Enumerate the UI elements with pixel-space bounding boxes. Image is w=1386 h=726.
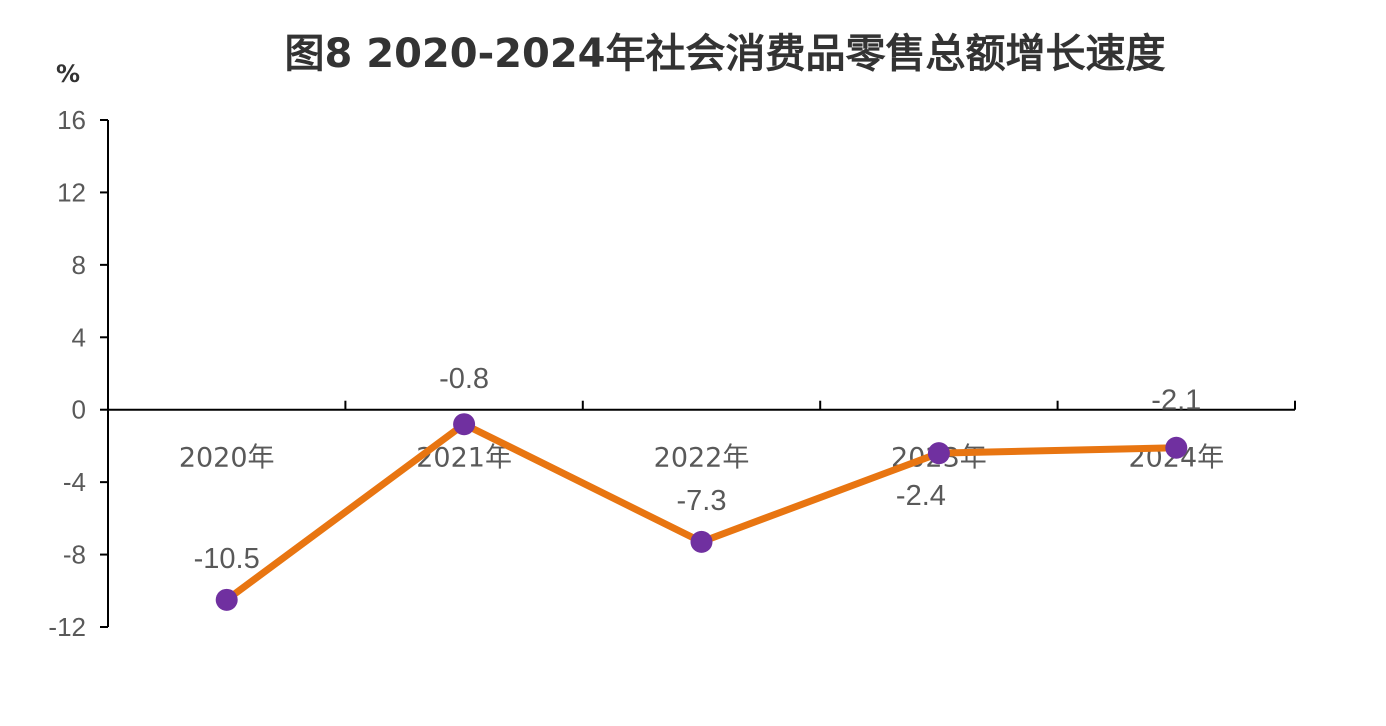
data-point-marker bbox=[453, 413, 476, 436]
data-point-marker bbox=[1165, 436, 1188, 459]
y-axis-unit-label: % bbox=[56, 60, 80, 88]
y-tick-label: 16 bbox=[57, 105, 86, 135]
y-tick-label: -8 bbox=[63, 540, 86, 570]
data-label: -2.1 bbox=[1151, 385, 1201, 417]
data-label: -10.5 bbox=[194, 543, 260, 575]
data-label: -0.8 bbox=[439, 363, 489, 395]
data-markers bbox=[215, 413, 1188, 611]
data-label: -7.3 bbox=[677, 485, 727, 517]
y-tick-label: 0 bbox=[72, 395, 86, 425]
x-tick-label: 2022年 bbox=[654, 443, 750, 474]
y-tick-label: 4 bbox=[72, 322, 86, 352]
data-label: -2.4 bbox=[896, 480, 946, 512]
y-tick-label: 12 bbox=[57, 177, 86, 207]
data-point-marker bbox=[215, 588, 238, 611]
chart-title: 图8 2020-2024年社会消费品零售总额增长速度 bbox=[284, 31, 1165, 77]
y-tick-label: -4 bbox=[63, 467, 86, 497]
data-labels: -10.5 -0.8 -7.3 -2.4 -2.1 bbox=[194, 363, 1202, 575]
y-tick-label: -12 bbox=[48, 612, 86, 642]
data-point-marker bbox=[927, 442, 950, 465]
data-point-marker bbox=[690, 530, 713, 553]
x-tick-label: 2020年 bbox=[179, 443, 275, 474]
y-tick-label: 8 bbox=[72, 250, 86, 280]
